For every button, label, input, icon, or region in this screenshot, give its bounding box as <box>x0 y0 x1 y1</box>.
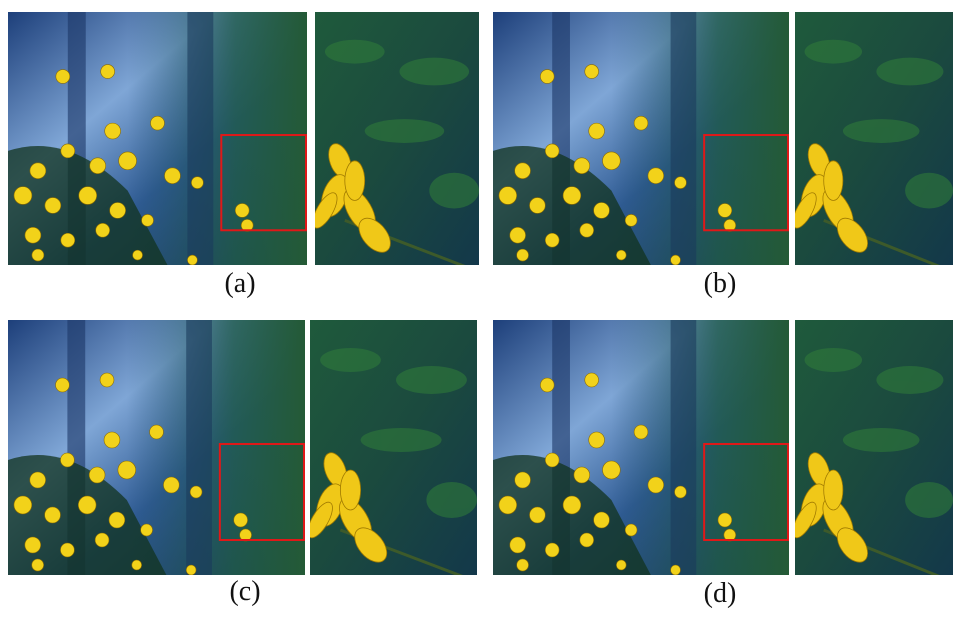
image <box>493 12 789 265</box>
zoom-image <box>788 12 953 270</box>
panel-label: (a) <box>224 268 255 299</box>
panel-label: (b) <box>704 268 737 299</box>
zoom-image <box>788 320 953 580</box>
image <box>493 320 789 575</box>
page: (a) (b) (c) (d) (() => { const data = JS… <box>0 0 959 615</box>
image <box>8 12 307 265</box>
figure: (a) (b) (c) (d) <box>0 0 959 615</box>
zoom-image <box>308 12 479 270</box>
image <box>8 320 305 575</box>
panel-label: (d) <box>704 578 737 609</box>
zoom-image <box>303 320 477 580</box>
panel-label: (c) <box>229 576 260 607</box>
